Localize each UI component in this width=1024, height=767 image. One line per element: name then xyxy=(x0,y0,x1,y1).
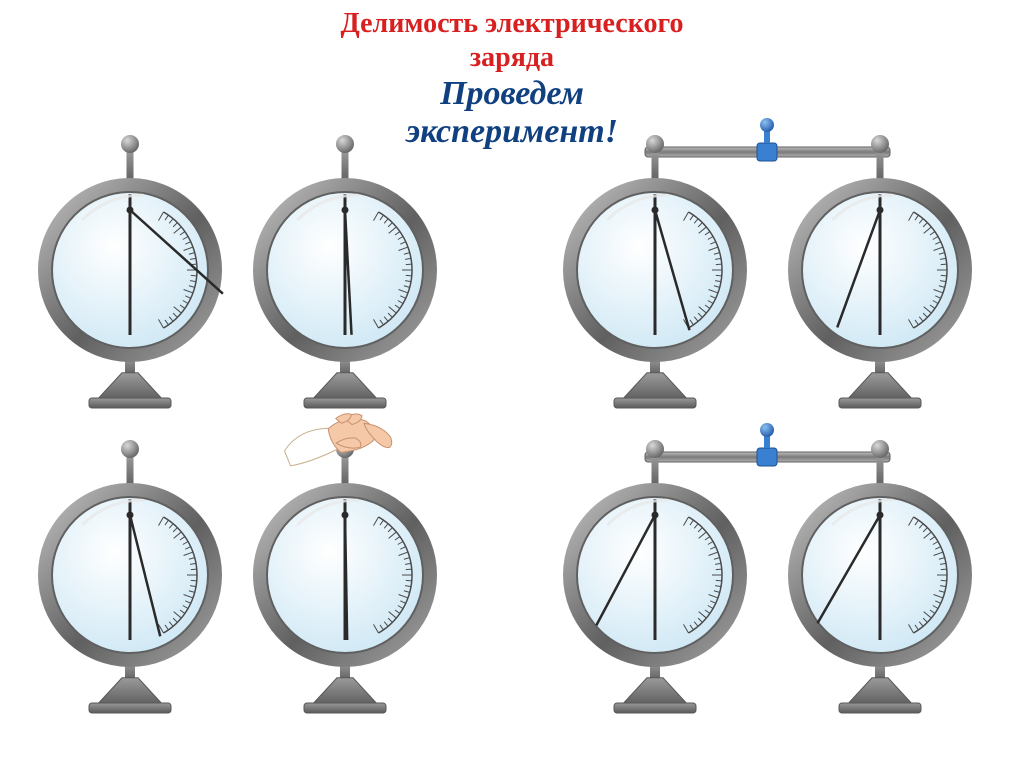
electroscope-e4 xyxy=(795,135,965,408)
electroscope-e6 xyxy=(260,440,430,713)
diagram-scene xyxy=(0,0,1024,767)
clamp-icon xyxy=(757,423,777,466)
electroscope-e2 xyxy=(260,135,430,408)
connecting-bar-2 xyxy=(645,423,890,466)
electroscope-e7 xyxy=(570,440,740,713)
electroscope-e3 xyxy=(570,135,740,408)
electroscope-e1 xyxy=(45,135,223,408)
electroscope-e5 xyxy=(45,440,215,713)
electroscope-e8 xyxy=(795,440,965,713)
connecting-bar-1 xyxy=(645,118,890,161)
clamp-icon xyxy=(757,118,777,161)
hand-icon xyxy=(279,404,393,474)
electroscopes-group xyxy=(45,135,965,713)
